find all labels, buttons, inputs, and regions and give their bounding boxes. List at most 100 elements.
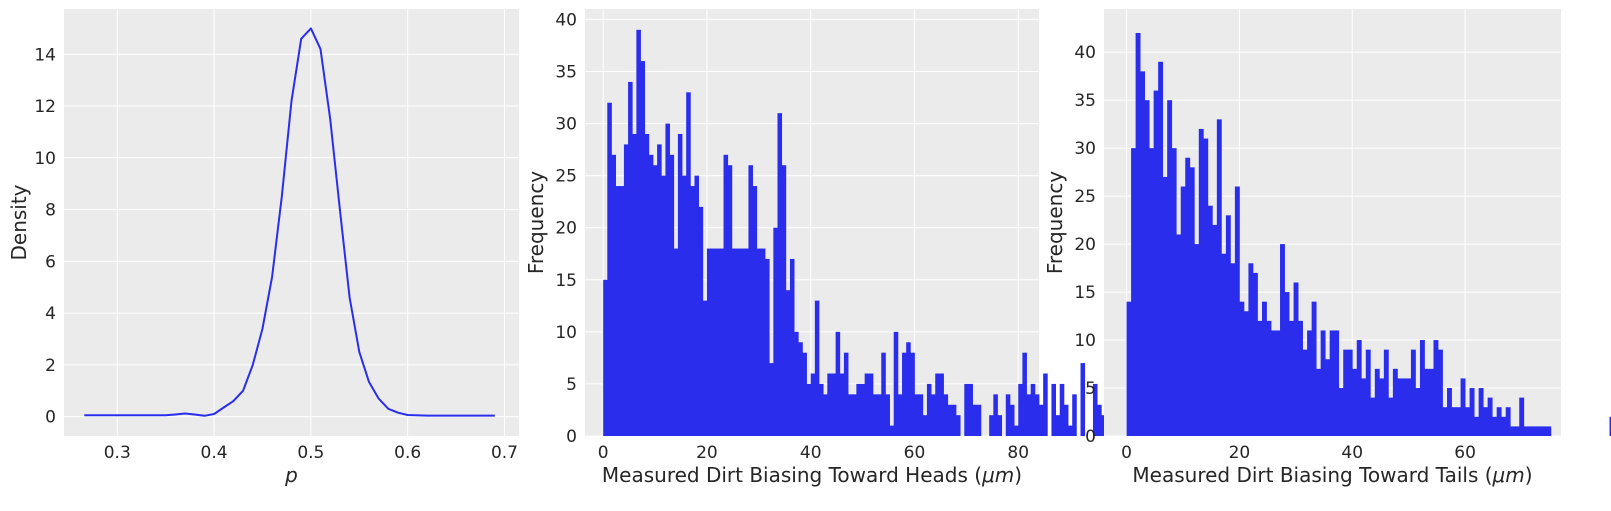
histogram-bar [1131,148,1136,436]
x-axis-unit-symbol: μm [981,463,1014,487]
y-tick-label: 10 [34,149,56,169]
histogram-bar [819,383,824,436]
histogram-bar [661,175,666,436]
histogram-bar [1034,394,1040,436]
histogram-bar [1510,426,1516,436]
histogram-bar [1383,349,1389,436]
histogram-bar [1005,394,1011,436]
y-tick-label: 40 [555,10,577,30]
histogram-bar [723,154,729,437]
histogram-bar [1438,349,1443,436]
histogram-bar [897,394,903,436]
y-tick-label: 6 [45,252,56,272]
histogram-bar [1352,368,1358,436]
histogram-bar [1483,407,1489,436]
histogram-bar [935,373,940,436]
histogram-bar [1478,388,1484,436]
x-axis-unit-symbol: μm [1492,463,1525,487]
histogram-bar [893,331,899,436]
histogram-bar [1496,407,1502,436]
histogram-bar [657,144,662,436]
histogram-bar [1456,407,1461,436]
histogram-bar [943,394,949,436]
x-axis-unit: ( [1485,463,1493,487]
histogram-bar [1185,157,1191,437]
histogram-bar [1307,330,1313,436]
x-tick-label: 0 [598,443,609,463]
x-axis-label-text: Measured Dirt Biasing Toward Tails [1132,463,1484,487]
histogram-bar [607,102,612,436]
histogram-bar [922,415,928,436]
histogram-bar [860,383,866,436]
histogram-bar [1221,253,1227,436]
histogram-bar [673,248,679,436]
x-axis-label: Measured Dirt Biasing Toward Tails (μm) [1132,463,1532,487]
histogram-bar [926,383,932,436]
histogram-bar [1030,383,1036,436]
histogram-bar [843,352,849,436]
histogram-bar [1465,407,1470,436]
y-tick-label: 0 [566,427,577,447]
histogram-bar [868,373,874,436]
histogram-bar [947,404,953,436]
histogram-bar [1505,407,1511,436]
histogram-bar [1365,349,1371,436]
histogram-bar [1415,388,1421,436]
histogram-bar [1388,397,1394,436]
histogram-bar [1009,404,1015,436]
y-tick-label: 40 [1074,43,1096,63]
histogram-bar [665,123,670,436]
histogram-bar [765,258,770,436]
histogram-bar [1126,301,1132,436]
histogram-bar [1207,205,1213,436]
y-tick-label: 20 [1074,235,1096,255]
histogram-bar [989,415,994,436]
histogram-bar [1225,215,1231,436]
histogram-bar [603,279,608,436]
histogram-bar [1428,368,1434,436]
histogram-bar [914,394,920,436]
histogram-bar [910,352,915,436]
histogram-bar [769,363,774,436]
histogram-bar [872,394,878,436]
histogram-bar [864,373,870,436]
histogram-bar [719,248,724,436]
histogram-bar [1167,100,1173,436]
histogram-bar [623,144,629,436]
y-tick-label: 30 [555,115,577,135]
histogram-bar [1419,340,1425,436]
histogram-bar [1180,186,1186,436]
histogram-bar [1144,100,1150,436]
histogram-bar [906,342,911,436]
histogram-bar [1320,330,1326,436]
histogram-bar [1039,404,1044,436]
histogram-bar [752,186,758,436]
histogram-bar [1239,301,1245,436]
histogram-bar [902,352,907,436]
histogram-bar [1280,244,1285,436]
x-axis-label: Measured Dirt Biasing Toward Heads (μm) [602,463,1022,487]
histogram-bar [1014,425,1019,436]
histogram-bar [1528,426,1534,436]
histogram-bar [1043,373,1048,436]
histogram-bar [682,175,687,436]
y-tick-label: 4 [45,304,56,324]
chart-panel-1: 0.3 0.4 0.5 0.6 0.7 0 2 4 6 8 10 12 14 p Density [7,9,519,487]
histogram-bar [1293,282,1299,436]
histogram-bar [1216,119,1222,436]
histogram-bar [1433,340,1439,436]
histogram-bar [1356,340,1362,436]
histogram-bar [1149,148,1155,436]
histogram-bar [1298,320,1303,436]
histogram-bar [1532,426,1538,436]
y-tick-label: 0 [45,408,56,428]
histogram-bar [1334,330,1340,436]
histogram-bar [628,81,633,437]
x-tick-label: 0.7 [491,443,518,463]
histogram-bar [686,92,691,436]
histogram-bar [669,154,675,437]
histogram-bar [702,300,708,436]
histogram-bar [1194,244,1200,436]
